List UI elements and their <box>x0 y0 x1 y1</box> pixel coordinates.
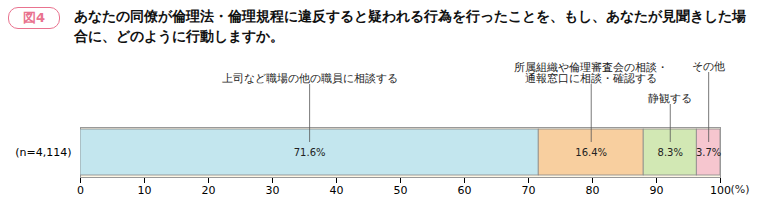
svg-text:50: 50 <box>394 184 408 197</box>
svg-text:20: 20 <box>202 184 216 197</box>
svg-text:30: 30 <box>266 184 280 197</box>
svg-text:その他: その他 <box>692 60 725 73</box>
svg-text:71.6%: 71.6% <box>294 147 326 158</box>
html-text:図4: 図4 <box>23 10 45 25</box>
svg-text:80: 80 <box>586 184 600 197</box>
svg-text:70: 70 <box>522 184 536 197</box>
svg-text:(%): (%) <box>731 183 750 196</box>
svg-text:(n=4,114): (n=4,114) <box>15 146 71 159</box>
svg-text:所属組織や倫理審査会の相談・通報窓口に相談・確認する: 所属組織や倫理審査会の相談・通報窓口に相談・確認する <box>514 61 668 85</box>
svg-text:40: 40 <box>330 184 344 197</box>
svg-text:10: 10 <box>138 184 152 197</box>
svg-text:0: 0 <box>77 184 84 197</box>
svg-text:静観する: 静観する <box>648 92 692 105</box>
svg-text:100: 100 <box>710 184 731 197</box>
svg-text:3.7%: 3.7% <box>696 147 721 158</box>
svg-text:60: 60 <box>458 184 472 197</box>
svg-text:8.3%: 8.3% <box>658 147 683 158</box>
svg-text:16.4%: 16.4% <box>575 147 607 158</box>
svg-text:90: 90 <box>650 184 664 197</box>
svg-text:上司など職場の他の職員に相談する: 上司など職場の他の職員に相談する <box>222 72 398 85</box>
html-text:あなたの同僚が倫理法・倫理規程に違反すると疑われる行為を行っ: あなたの同僚が倫理法・倫理規程に違反すると疑われる行為を行ったことを、もし、あな… <box>74 8 746 44</box>
